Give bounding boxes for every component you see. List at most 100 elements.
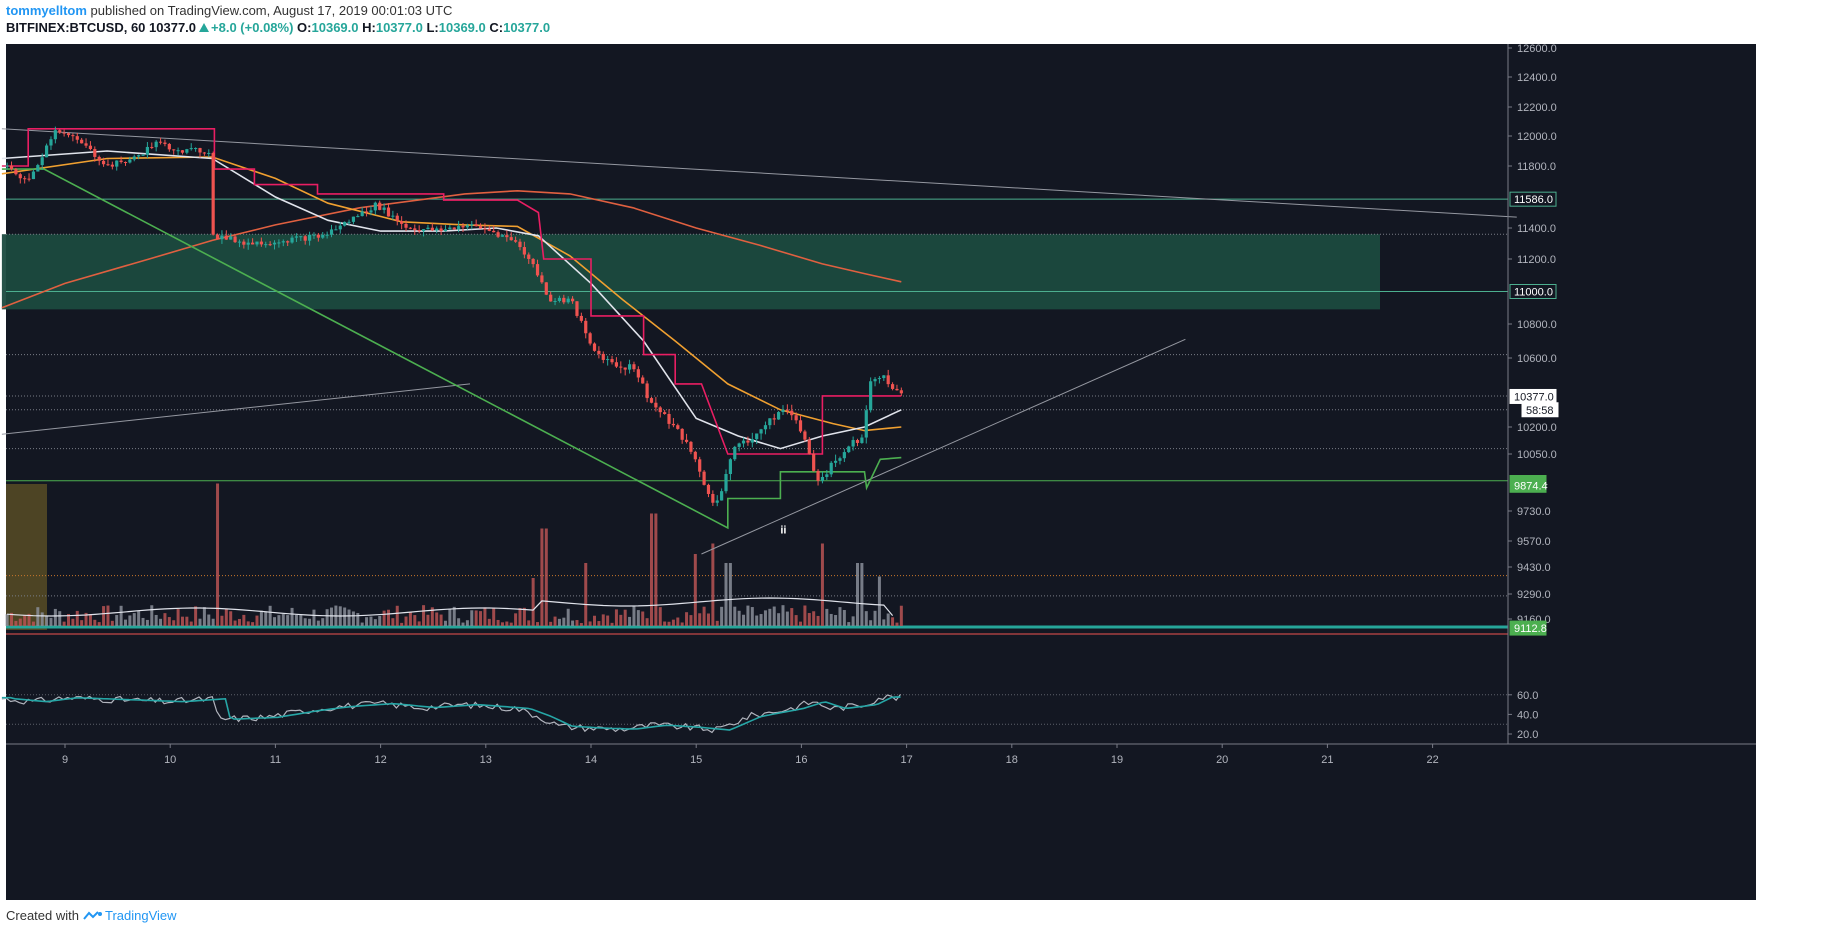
candle-body-93 xyxy=(413,228,417,231)
volume-bar-67 xyxy=(299,615,303,626)
candle-body-56 xyxy=(251,242,255,245)
volume-bar-128 xyxy=(566,608,570,626)
stop-green-line xyxy=(1,168,902,530)
rsi-line xyxy=(1,694,901,734)
candle-body-44 xyxy=(198,148,202,153)
volume-bar-49 xyxy=(220,615,224,626)
volume-bar-197 xyxy=(869,620,873,626)
volume-bar-42 xyxy=(189,621,193,626)
candle-body-139 xyxy=(614,362,619,367)
volume-bar-25 xyxy=(115,615,119,626)
close-value: 10377.0 xyxy=(503,20,551,35)
candle-body-116 xyxy=(514,240,518,242)
volume-bar-129 xyxy=(571,620,575,626)
volume-bar-81 xyxy=(360,622,364,626)
candle-body-32 xyxy=(145,146,150,155)
candle-body-99 xyxy=(439,228,443,232)
candle-body-91 xyxy=(404,223,408,228)
volume-bar-80 xyxy=(356,613,360,626)
price-tag-label-5: 9874.4 xyxy=(1514,480,1548,492)
candle-body-183 xyxy=(807,439,811,454)
candle-body-160 xyxy=(706,484,711,494)
price-tag-label-0: 11586.0 xyxy=(1514,194,1553,206)
footer: Created with TradingView xyxy=(6,908,177,923)
horizontal-lines-layer xyxy=(6,198,1508,725)
volume-bar-12 xyxy=(58,611,62,626)
volume-bar-30 xyxy=(137,610,141,626)
candle-body-62 xyxy=(277,242,281,244)
volume-bar-62 xyxy=(277,615,281,626)
created-with-text: Created with xyxy=(6,908,79,923)
volume-bar-125 xyxy=(553,616,557,626)
candle-body-6 xyxy=(31,171,36,180)
time-tick-label-6: 15 xyxy=(690,754,702,766)
author-link[interactable]: tommyelltom xyxy=(6,3,87,18)
candle-body-140 xyxy=(619,366,623,368)
candle-body-195 xyxy=(860,437,864,443)
candle-body-201 xyxy=(886,375,890,385)
volume-bar-101 xyxy=(448,608,452,626)
candle-body-130 xyxy=(575,301,579,316)
candle-body-75 xyxy=(334,229,338,231)
volume-bar-90 xyxy=(400,622,404,626)
volume-bar-124 xyxy=(549,621,553,626)
close-label: C: xyxy=(489,20,504,35)
volume-bar-172 xyxy=(759,614,763,626)
candle-body-47 xyxy=(211,152,215,235)
volume-bar-112 xyxy=(496,619,500,626)
volume-bar-140 xyxy=(619,614,623,626)
volume-bar-70 xyxy=(312,609,316,626)
candle-body-133 xyxy=(588,333,592,344)
price-tick-label-0: 12600.0 xyxy=(1517,43,1557,55)
volume-bar-183 xyxy=(807,613,811,626)
volume-bar-23 xyxy=(106,605,110,626)
time-tick-label-7: 16 xyxy=(795,754,807,766)
candle-body-27 xyxy=(123,162,128,164)
candle-body-25 xyxy=(115,160,119,167)
candle-body-117 xyxy=(518,241,522,248)
candle-body-173 xyxy=(763,425,768,430)
volume-bar-84 xyxy=(373,619,377,626)
candle-body-185 xyxy=(816,470,820,481)
trendline-2 xyxy=(701,338,1186,555)
volume-bar-186 xyxy=(820,543,824,626)
candle-body-131 xyxy=(579,315,583,321)
volume-bar-117 xyxy=(518,608,522,626)
volume-bar-11 xyxy=(53,608,57,626)
candle-body-40 xyxy=(180,150,185,153)
volume-bar-114 xyxy=(505,621,509,626)
candle-body-22 xyxy=(101,160,106,165)
volume-bar-68 xyxy=(303,618,307,626)
volume-bar-181 xyxy=(799,621,803,626)
candle-body-135 xyxy=(597,350,601,354)
candle-body-103 xyxy=(457,226,461,230)
volume-bar-106 xyxy=(470,610,474,626)
tradingview-link[interactable]: TradingView xyxy=(83,908,177,923)
candle-body-168 xyxy=(741,440,746,444)
volume-bar-147 xyxy=(649,513,653,626)
volume-bar-40 xyxy=(180,616,184,626)
candle-body-172 xyxy=(759,429,763,434)
volume-bar-142 xyxy=(628,616,632,626)
price-tag-box-6 xyxy=(1509,620,1547,636)
candle-body-61 xyxy=(272,242,277,245)
volume-bar-167 xyxy=(737,610,741,626)
volume-bar-87 xyxy=(386,609,390,626)
publisher-line: tommyelltom published on TradingView.com… xyxy=(6,3,452,18)
volume-bar-28 xyxy=(128,615,132,626)
candle-body-20 xyxy=(93,149,97,157)
time-tick-label-12: 21 xyxy=(1321,754,1333,766)
candle-body-36 xyxy=(163,142,167,144)
candle-body-119 xyxy=(527,254,531,259)
tradingview-brand: TradingView xyxy=(104,908,177,923)
volume-bar-100 xyxy=(443,620,447,626)
price-tag-box-3 xyxy=(1521,402,1559,418)
volume-bar-194 xyxy=(856,563,860,626)
candle-body-35 xyxy=(158,141,163,143)
volume-bar-162 xyxy=(715,620,719,626)
candle-body-1 xyxy=(9,165,14,170)
candle-body-202 xyxy=(890,384,895,389)
candle-body-92 xyxy=(408,227,413,229)
time-tick-label-4: 13 xyxy=(480,754,492,766)
